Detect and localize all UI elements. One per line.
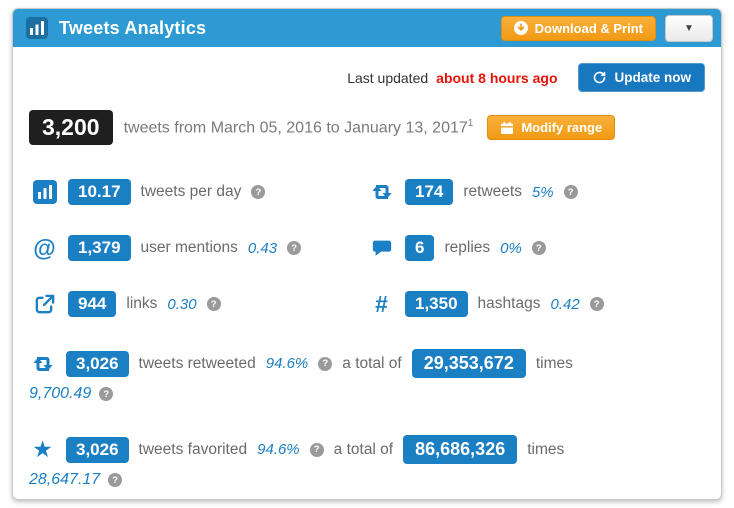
stat-user-mentions: @ 1,379 user mentions 0.43 ? <box>31 235 368 261</box>
help-icon[interactable]: ? <box>206 297 221 311</box>
stat-ratio: 0% <box>500 239 522 257</box>
stat-retweets: 174 retweets 5% ? <box>368 179 705 205</box>
stat-value-badge: 174 <box>405 179 454 205</box>
help-icon[interactable]: ? <box>589 297 604 311</box>
help-icon[interactable]: ? <box>99 387 114 401</box>
stat-hashtags: # 1,350 hashtags 0.42 ? <box>368 291 705 317</box>
retweeted-total-block: 3,026 tweets retweeted 94.6% ? a total o… <box>29 349 705 403</box>
retweeted-total-line: 3,026 tweets retweeted 94.6% ? a total o… <box>29 349 705 378</box>
stat-label: user mentions <box>140 239 238 256</box>
help-icon[interactable]: ? <box>251 185 266 199</box>
total-value-badge: 3,026 <box>66 350 129 377</box>
panel-body: Last updated about 8 hours ago Update no… <box>13 47 721 489</box>
range-text: tweets from March 05, 2016 to January 13… <box>123 119 468 137</box>
stat-ratio: 0.30 <box>167 295 197 313</box>
total-percent: 94.6% <box>257 441 300 458</box>
stat-label: retweets <box>463 183 522 200</box>
download-print-label: Download & Print <box>534 20 643 36</box>
help-icon[interactable]: ? <box>309 442 324 457</box>
retweeted-per-day-line: 9,700.49 ? <box>29 385 705 403</box>
hashtag-icon: # <box>375 290 388 317</box>
download-print-button[interactable]: Download & Print <box>500 15 656 41</box>
stat-tweets-per-day: 10.17 tweets per day ? <box>31 179 368 205</box>
modify-range-label: Modify range <box>521 120 603 135</box>
favorited-total-block: ★ 3,026 tweets favorited 94.6% ? a total… <box>29 435 705 489</box>
total-prefix: a total of <box>333 440 394 458</box>
update-now-label: Update now <box>614 70 692 85</box>
retweet-icon <box>368 180 395 204</box>
refresh-icon <box>592 70 607 85</box>
chevron-down-icon: ▼ <box>684 22 694 34</box>
stat-label: replies <box>444 239 491 256</box>
last-updated-label: Last updated <box>347 69 429 86</box>
favorited-total-line: ★ 3,026 tweets favorited 94.6% ? a total… <box>29 435 705 464</box>
per-day-value: 9,700.49 <box>29 385 92 402</box>
page-title: Tweets Analytics <box>59 17 207 38</box>
total-percent: 94.6% <box>265 355 309 372</box>
range-footnote: 1 <box>467 117 474 129</box>
update-bar: Last updated about 8 hours ago Update no… <box>29 63 705 92</box>
total-count-badge: 86,686,326 <box>403 435 518 464</box>
at-icon: @ <box>33 234 56 261</box>
cloud-download-icon <box>513 21 528 35</box>
stat-replies: 6 replies 0% ? <box>368 235 705 261</box>
total-label: tweets favorited <box>138 440 248 458</box>
replies-icon <box>368 237 395 259</box>
per-day-value: 28,647.17 <box>29 471 101 488</box>
stat-links: 944 links 0.30 ? <box>31 291 368 317</box>
total-suffix: times <box>527 440 565 458</box>
summary-row: 3,200 tweets from March 05, 2016 to Janu… <box>29 110 705 145</box>
update-now-button[interactable]: Update now <box>577 63 705 92</box>
total-value-badge: 3,026 <box>66 436 129 463</box>
stats-grid: 10.17 tweets per day ? 174 retweets 5% ?… <box>29 179 705 317</box>
help-icon[interactable]: ? <box>563 185 578 199</box>
stat-ratio: 5% <box>531 183 554 201</box>
calendar-icon <box>500 121 514 135</box>
favorited-per-day-line: 28,647.17 ? <box>29 471 705 489</box>
links-icon <box>31 293 58 316</box>
stat-ratio: 0.42 <box>550 295 580 313</box>
tweet-count-badge: 3,200 <box>29 110 113 145</box>
help-icon[interactable]: ? <box>108 473 123 487</box>
help-icon[interactable]: ? <box>531 241 546 255</box>
help-icon[interactable]: ? <box>287 241 302 255</box>
total-label: tweets retweeted <box>138 354 256 372</box>
total-count-badge: 29,353,672 <box>411 349 526 378</box>
tweets-analytics-panel: Tweets Analytics Download & Print ▼ Last… <box>12 8 722 500</box>
last-updated-value: about 8 hours ago <box>436 69 558 86</box>
header-bar: Tweets Analytics Download & Print ▼ <box>13 9 721 47</box>
star-icon: ★ <box>32 436 53 462</box>
stat-label: hashtags <box>477 295 541 312</box>
stat-ratio: 0.43 <box>247 239 278 257</box>
total-prefix: a total of <box>342 354 402 372</box>
stat-label: links <box>126 295 158 312</box>
analytics-icon <box>23 17 50 39</box>
stat-value-badge: 1,350 <box>405 291 468 317</box>
modify-range-button[interactable]: Modify range <box>487 115 616 140</box>
tweet-range-text: tweets from March 05, 2016 to January 13… <box>124 118 474 137</box>
bar-chart-icon <box>31 180 58 204</box>
stat-value-badge: 944 <box>68 291 117 317</box>
stat-label: tweets per day <box>140 183 242 200</box>
stat-value-badge: 10.17 <box>68 179 131 205</box>
retweet-icon <box>29 352 56 376</box>
help-icon[interactable]: ? <box>318 356 333 371</box>
collapse-dropdown-button[interactable]: ▼ <box>665 14 713 42</box>
total-suffix: times <box>535 354 573 372</box>
stat-value-badge: 1,379 <box>68 235 131 261</box>
stat-value-badge: 6 <box>405 235 435 261</box>
